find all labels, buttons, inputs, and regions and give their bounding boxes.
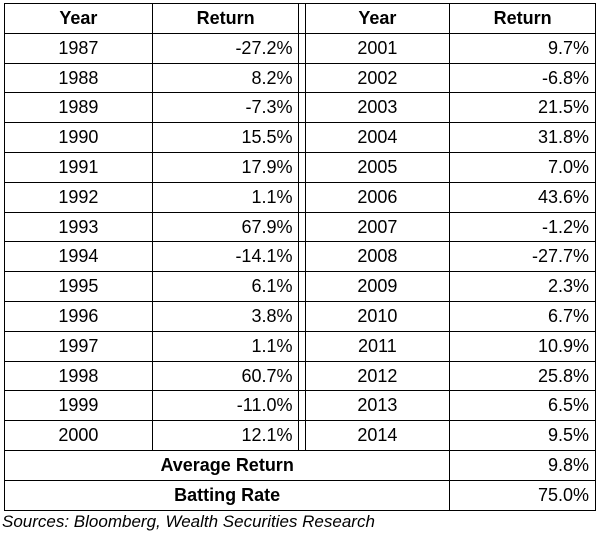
table-row: 2000 12.1% 2014 9.5% bbox=[4, 420, 596, 451]
year-cell-left: 2000 bbox=[4, 420, 153, 451]
year-cell-right: 2001 bbox=[304, 32, 451, 64]
year-header-left: Year bbox=[4, 3, 153, 34]
return-cell-left: -27.2% bbox=[151, 32, 300, 64]
year-cell-left: 1997 bbox=[4, 330, 153, 362]
return-cell-left: -7.3% bbox=[151, 92, 300, 124]
year-cell-right: 2005 bbox=[304, 151, 451, 183]
return-cell-left: -11.0% bbox=[151, 390, 300, 422]
table-row: 1998 60.7% 2012 25.8% bbox=[4, 360, 596, 392]
table-row: 1989 -7.3% 2003 21.5% bbox=[4, 92, 596, 124]
return-cell-right: 10.9% bbox=[449, 330, 596, 362]
year-cell-left: 1999 bbox=[4, 390, 153, 422]
average-return-row: Average Return 9.8% bbox=[3, 449, 596, 481]
return-cell-left: 3.8% bbox=[151, 300, 300, 332]
year-cell-right: 2012 bbox=[304, 360, 451, 392]
table-row: 1993 67.9% 2007 -1.2% bbox=[4, 211, 596, 243]
return-cell-left: -14.1% bbox=[151, 241, 300, 273]
return-cell-left: 15.5% bbox=[151, 122, 300, 153]
table-row: 1991 17.9% 2005 7.0% bbox=[4, 151, 596, 183]
return-cell-right: 2.3% bbox=[449, 271, 596, 302]
return-cell-right: 9.5% bbox=[449, 420, 596, 451]
year-cell-left: 1992 bbox=[4, 181, 153, 213]
year-cell-right: 2006 bbox=[304, 181, 451, 213]
batting-rate-label: Batting Rate bbox=[3, 479, 451, 511]
table-row: 1997 1.1% 2011 10.9% bbox=[4, 330, 596, 362]
year-cell-right: 2002 bbox=[304, 62, 451, 94]
return-header-right: Return bbox=[449, 3, 596, 34]
return-cell-right: -6.8% bbox=[449, 62, 596, 94]
year-cell-right: 2013 bbox=[304, 390, 451, 422]
return-cell-right: 9.7% bbox=[449, 32, 596, 64]
return-header-left: Return bbox=[151, 3, 300, 34]
table-row: 1994 -14.1% 2008 -27.7% bbox=[4, 241, 596, 273]
year-cell-right: 2003 bbox=[304, 92, 451, 124]
table-row: 1999 -11.0% 2013 6.5% bbox=[4, 390, 596, 422]
table-row: 1992 1.1% 2006 43.6% bbox=[4, 181, 596, 213]
table-row: 1990 15.5% 2004 31.8% bbox=[4, 122, 596, 153]
year-cell-left: 1989 bbox=[4, 92, 153, 124]
return-cell-left: 60.7% bbox=[151, 360, 300, 392]
batting-rate-value: 75.0% bbox=[449, 479, 596, 511]
annual-returns-table: Year Return Year Return 1987 -27.2% 2001 9.… bbox=[3, 3, 596, 511]
table-row: 1987 -27.2% 2001 9.7% bbox=[4, 32, 596, 64]
year-cell-left: 1995 bbox=[4, 271, 153, 302]
table-body: 1987 -27.2% 2001 9.7% 1988 8.2% 2002 -6.8% 1989-… bbox=[4, 32, 596, 451]
return-cell-left: 1.1% bbox=[151, 330, 300, 362]
return-cell-left: 67.9% bbox=[151, 211, 300, 243]
table-header-row: Year Return Year Return bbox=[4, 3, 596, 34]
batting-rate-row: Batting Rate 75.0% bbox=[3, 479, 596, 511]
year-cell-right: 2004 bbox=[304, 122, 451, 153]
year-cell-left: 1994 bbox=[4, 241, 153, 273]
year-cell-right: 2007 bbox=[304, 211, 451, 243]
year-cell-right: 2008 bbox=[304, 241, 451, 273]
return-cell-right: 7.0% bbox=[449, 151, 596, 183]
year-cell-right: 2010 bbox=[304, 300, 451, 332]
return-cell-right: -27.7% bbox=[449, 241, 596, 273]
year-cell-left: 1998 bbox=[4, 360, 153, 392]
average-return-value: 9.8% bbox=[449, 449, 596, 481]
return-cell-left: 12.1% bbox=[151, 420, 300, 451]
average-return-label: Average Return bbox=[3, 449, 451, 481]
year-cell-left: 1993 bbox=[4, 211, 153, 243]
year-cell-left: 1990 bbox=[4, 122, 153, 153]
year-cell-right: 2009 bbox=[304, 271, 451, 302]
return-cell-right: 25.8% bbox=[449, 360, 596, 392]
return-cell-right: 21.5% bbox=[449, 92, 596, 124]
return-cell-left: 17.9% bbox=[151, 151, 300, 183]
return-cell-right: 43.6% bbox=[449, 181, 596, 213]
year-cell-right: 2011 bbox=[304, 330, 451, 362]
table-row: 1988 8.2% 2002 -6.8% bbox=[4, 62, 596, 94]
year-cell-left: 1991 bbox=[4, 151, 153, 183]
year-cell-left: 1987 bbox=[4, 32, 153, 64]
return-cell-right: 6.5% bbox=[449, 390, 596, 422]
table-row: 1996 3.8% 2010 6.7% bbox=[4, 300, 596, 332]
return-cell-right: 31.8% bbox=[449, 122, 596, 153]
table-row: 1995 6.1% 2009 2.3% bbox=[4, 271, 596, 302]
return-cell-right: -1.2% bbox=[449, 211, 596, 243]
year-cell-left: 1988 bbox=[4, 62, 153, 94]
return-cell-left: 1.1% bbox=[151, 181, 300, 213]
return-cell-right: 6.7% bbox=[449, 300, 596, 332]
year-cell-right: 2014 bbox=[304, 420, 451, 451]
year-cell-left: 1996 bbox=[4, 300, 153, 332]
year-header-right: Year bbox=[304, 3, 451, 34]
return-cell-left: 8.2% bbox=[151, 62, 300, 94]
return-cell-left: 6.1% bbox=[151, 271, 300, 302]
source-note: Sources: Bloomberg, Wealth Securities Re… bbox=[2, 512, 375, 531]
